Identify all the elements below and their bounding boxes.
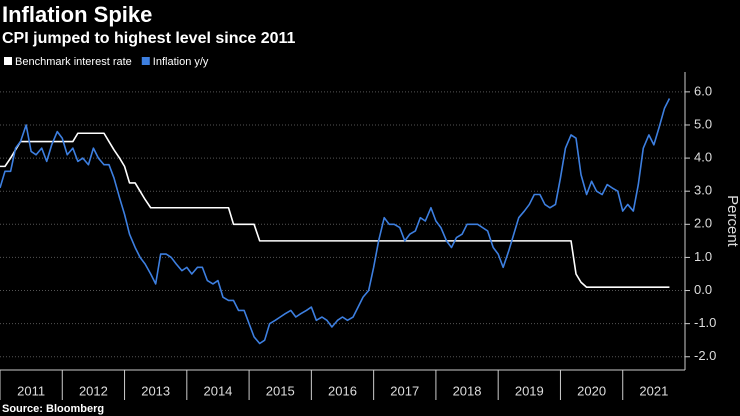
x-tick-label: 2014 — [203, 383, 232, 398]
chart-subtitle: CPI jumped to highest level since 2011 — [2, 30, 296, 47]
legend-swatch — [141, 57, 150, 65]
x-tick-label: 2021 — [639, 383, 668, 398]
y-tick-label: 4.0 — [694, 150, 712, 165]
y-tick-label: -1.0 — [694, 315, 716, 330]
x-tick-label: 2017 — [390, 383, 419, 398]
x-tick-label: 2013 — [141, 383, 170, 398]
x-tick-label: 2020 — [577, 383, 606, 398]
x-tick-label: 2018 — [453, 383, 482, 398]
x-tick-label: 2015 — [266, 383, 295, 398]
chart-title: Inflation Spike — [2, 2, 152, 27]
x-tick-label: 2019 — [515, 383, 544, 398]
y-tick-label: 3.0 — [694, 183, 712, 198]
x-tick-label: 2012 — [79, 383, 108, 398]
y-tick-label: -2.0 — [694, 348, 716, 363]
x-tick-label: 2016 — [328, 383, 357, 398]
y-tick-label: 6.0 — [694, 83, 712, 98]
source: Source: Bloomberg — [2, 403, 104, 415]
y-tick-label: 2.0 — [694, 216, 712, 231]
y-tick-label: 0.0 — [694, 282, 712, 297]
y-tick-label: 5.0 — [694, 116, 712, 131]
legend-swatch — [4, 57, 12, 65]
series-line — [0, 132, 670, 289]
legend-label: Inflation y/y — [153, 56, 209, 68]
x-tick-label: 2011 — [17, 383, 45, 398]
y-tick-label: 1.0 — [694, 249, 712, 264]
legend-label: Benchmark interest rate — [15, 56, 132, 68]
y-axis-label: Percent — [724, 195, 740, 248]
series-line — [0, 98, 671, 345]
